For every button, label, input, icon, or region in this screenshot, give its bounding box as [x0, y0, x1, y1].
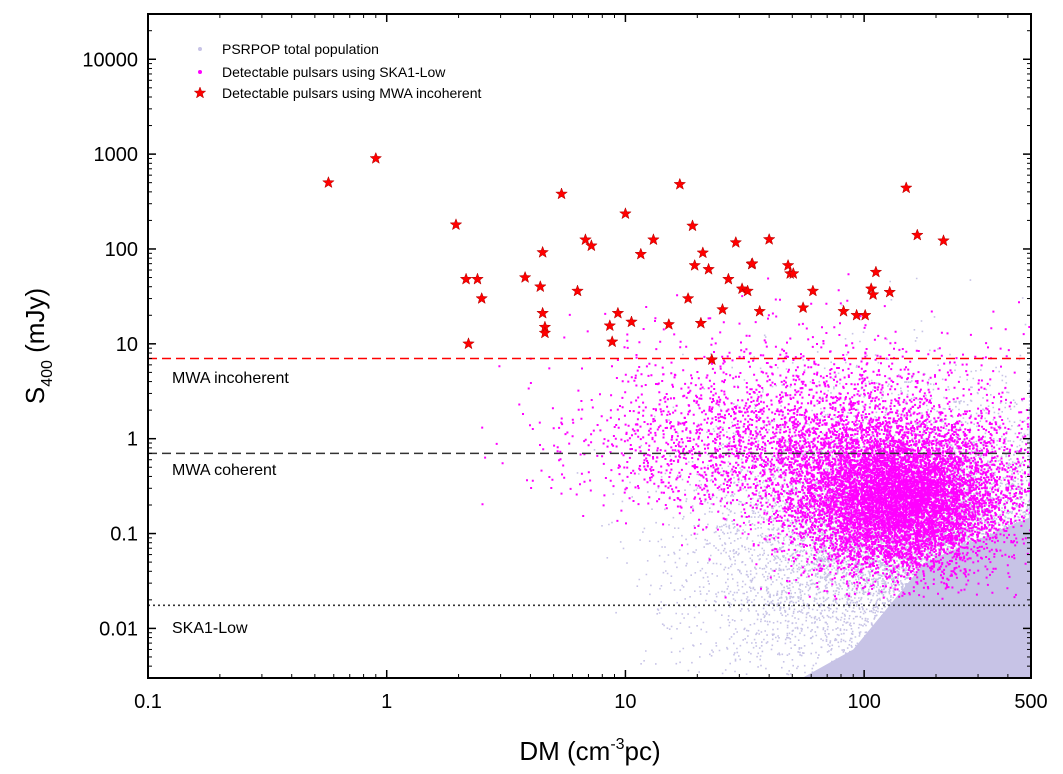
mwa-star-point — [625, 315, 638, 328]
legend-label-mwa: Detectable pulsars using MWA incoherent — [222, 85, 482, 101]
mwa-star-point — [696, 246, 710, 259]
mwa-star-point — [694, 316, 708, 329]
y-axis-title: S400 (mJy) — [20, 288, 56, 404]
mwa-star-point — [866, 287, 880, 301]
mwa-star-point — [322, 175, 335, 189]
legend-marker-ska — [198, 70, 202, 74]
x-axis-title: DM (cm-3pc) — [519, 736, 660, 766]
mwa-star-point — [449, 218, 463, 231]
mwa-star-point — [555, 187, 569, 200]
mwa-star-point — [673, 177, 687, 190]
mwa-star-point — [702, 262, 715, 275]
y-tick-label: 1 — [127, 429, 138, 451]
x-tick-label: 10 — [614, 691, 636, 713]
y-tick-label: 10000 — [82, 49, 138, 71]
mwa-star-point — [533, 279, 547, 293]
legend: PSRPOP total population Detectable pulsa… — [193, 41, 482, 101]
mwa-star-point — [475, 291, 489, 304]
mwa-detectable-stars — [322, 151, 950, 366]
legend-label-ska: Detectable pulsars using SKA1-Low — [222, 64, 446, 80]
mwa-star-point — [869, 265, 883, 278]
y-tick-label: 10 — [116, 334, 138, 356]
mwa-star-point — [753, 304, 767, 317]
mwa-star-point — [937, 234, 950, 247]
x-tick-label: 0.1 — [134, 691, 162, 713]
plot-area — [148, 151, 1031, 678]
x-tick-label: 1 — [381, 691, 392, 713]
mwa-star-point — [762, 232, 776, 245]
mwa-star-point — [459, 272, 473, 285]
mwa-star-point — [899, 181, 913, 194]
mwa-star-point — [662, 317, 676, 330]
mwa-star-point — [688, 258, 702, 271]
mwa-star-point — [735, 282, 749, 295]
legend-label-population: PSRPOP total population — [222, 41, 379, 57]
mwa-star-point — [681, 291, 695, 304]
mwa-star-point — [910, 228, 924, 241]
mwa-star-point — [722, 272, 735, 285]
mwa-star-point — [786, 266, 800, 280]
y-tick-label: 0.01 — [99, 618, 138, 640]
x-tick-label: 500 — [1014, 691, 1047, 713]
ska-detectable-points — [481, 273, 1031, 600]
legend-marker-population — [198, 47, 202, 51]
mwa-star-point — [579, 233, 592, 246]
annotation-mwa-incoherent: MWA incoherent — [172, 370, 289, 387]
mwa-star-point — [781, 258, 795, 271]
plot-frame — [147, 13, 1032, 679]
mwa-star-point — [536, 306, 550, 319]
mwa-star-point — [745, 257, 759, 270]
y-tick-label: 0.1 — [110, 524, 138, 546]
y-tick-label: 100 — [105, 239, 138, 261]
mwa-star-point — [611, 306, 625, 319]
mwa-star-point — [729, 235, 743, 248]
mwa-star-point — [471, 272, 484, 285]
mwa-star-point — [585, 239, 598, 252]
mwa-star-point — [864, 282, 878, 295]
mwa-star-point — [634, 247, 648, 260]
legend-star-shape — [193, 86, 207, 99]
mwa-star-point — [518, 270, 532, 283]
mwa-star-point — [647, 233, 660, 246]
mwa-star-point — [806, 284, 820, 297]
mwa-star-point — [716, 302, 729, 315]
annotation-mwa-coherent: MWA coherent — [172, 462, 277, 479]
mwa-star-point — [741, 284, 754, 297]
threshold-lines — [148, 357, 1031, 607]
y-tick-label: 1000 — [94, 144, 139, 166]
mwa-star-point — [705, 352, 719, 366]
ska-dots — [481, 273, 1031, 600]
mwa-star-point — [618, 207, 632, 220]
annotation-ska1-low: SKA1-Low — [172, 620, 248, 637]
legend-marker-mwa-star — [193, 86, 207, 99]
threshold-annotations: MWA incoherent MWA coherent SKA1-Low — [172, 370, 289, 637]
mwa-star-point — [603, 319, 617, 332]
mwa-star-point — [837, 304, 850, 317]
population-dense-region — [802, 516, 1031, 678]
mwa-star-point — [686, 219, 699, 232]
mwa-star-point — [369, 151, 383, 164]
x-tick-label: 100 — [847, 691, 880, 713]
mwa-star-point — [605, 335, 619, 348]
mwa-star-point — [796, 301, 810, 314]
axes: 0.1 1 10 100 500 0.01 0.1 1 10 100 1000 10000 — [82, 13, 1048, 713]
mwa-star-point — [571, 284, 584, 297]
mwa-star-point — [858, 308, 872, 321]
mwa-star-point — [538, 326, 552, 339]
mwa-star-point — [883, 285, 897, 298]
mwa-star-point — [536, 245, 550, 258]
mwa-star-point — [462, 337, 475, 350]
